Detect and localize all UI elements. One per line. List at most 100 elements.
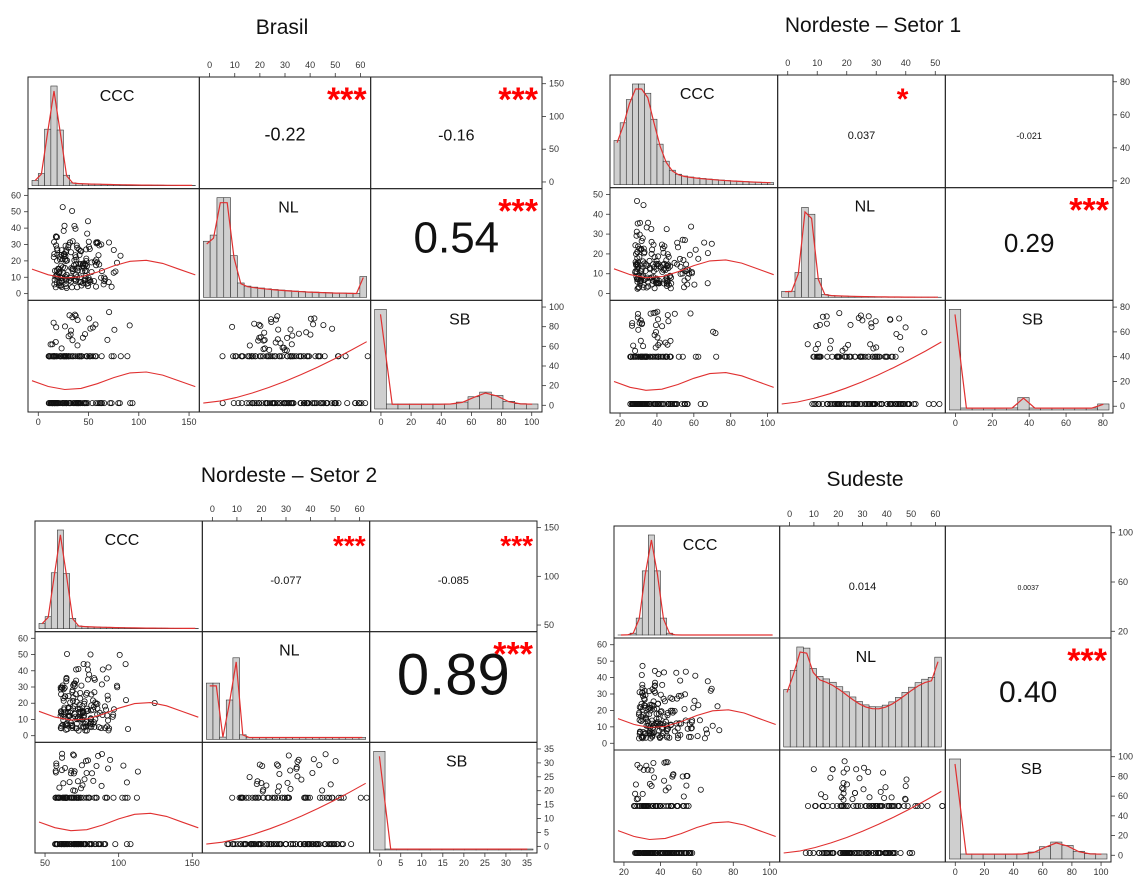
x-axis-ccc-tick-label: 20 [615, 418, 625, 428]
scatter-point [58, 684, 65, 691]
scatter-point [871, 400, 878, 407]
scatter-point [845, 341, 852, 348]
scatter-point [650, 850, 657, 857]
scatter-point [59, 721, 66, 728]
scatter-point [939, 803, 946, 810]
scatter-point [74, 244, 81, 251]
scatter-point [812, 803, 819, 810]
scatter-point [678, 850, 685, 857]
significance-stars: *** [1067, 642, 1107, 680]
x-axis-sb-tick-label: 0 [953, 418, 958, 428]
x-axis-nl-tick-label: 40 [305, 60, 315, 70]
scatter-point [896, 315, 903, 322]
scatter-point [72, 225, 79, 232]
scatter-point [52, 769, 59, 776]
scatter-point [55, 282, 62, 289]
scatter-point [850, 400, 857, 407]
scatter-point [865, 353, 872, 360]
histogram-bar [358, 737, 366, 740]
scatter-point [115, 400, 122, 407]
scatter-point [287, 353, 294, 360]
histogram-bar [927, 677, 936, 748]
scatter-point [64, 651, 71, 658]
y-axis-nl-tick-label: 60 [11, 190, 21, 200]
histogram-bar [38, 623, 46, 629]
x-axis-ccc-tick-label: 150 [185, 858, 200, 868]
scatter-point [81, 400, 88, 407]
scatter-point [704, 280, 711, 287]
scatter-point [90, 697, 97, 704]
scatter-point [296, 353, 303, 360]
scatter-point [865, 769, 872, 776]
scatter-point [840, 850, 847, 857]
loess-curve [203, 341, 367, 404]
scatter-point [902, 796, 909, 803]
variable-label-sb: SB [449, 311, 470, 328]
y-axis-ccc-count-tick-label: 60 [1118, 577, 1128, 587]
histogram-bar [816, 676, 824, 748]
scatter-point [670, 850, 677, 857]
scatter-point [634, 260, 641, 267]
scatter-point [122, 661, 129, 668]
scatter-point [270, 400, 277, 407]
x-axis-sb-tick-label: 80 [1067, 867, 1077, 877]
scatter-point [358, 400, 365, 407]
scatter-point [263, 400, 270, 407]
scatter-point [67, 400, 74, 407]
scatter-point [887, 316, 894, 323]
scatter-point [862, 400, 869, 407]
scatter-point [640, 281, 647, 288]
x-axis-nl-tick-label: 60 [355, 504, 365, 514]
scatter-point [93, 262, 100, 269]
scatter-point [644, 262, 651, 269]
scatter-point [663, 850, 670, 857]
scatter-point [86, 671, 93, 678]
y-axis-nl-tick-label: 30 [597, 689, 607, 699]
scatter-point [665, 803, 672, 810]
scatter-point [670, 771, 677, 778]
scatter-point [284, 794, 291, 801]
scatter-point [304, 353, 311, 360]
scatter-point [61, 704, 68, 711]
scatter-point [641, 695, 648, 702]
scatter-point [58, 262, 65, 269]
scatter-point [51, 238, 58, 245]
histogram-bar [203, 240, 211, 298]
scatter-point [643, 353, 650, 360]
scatter-point [295, 330, 302, 337]
scatter-point [231, 841, 238, 848]
scatter-point [274, 400, 281, 407]
y-axis-sb-tick-label: 40 [1118, 811, 1128, 821]
scatter-point [664, 712, 671, 719]
panel-cell-2-2 [944, 749, 1112, 863]
x-axis-sb-tick-label: 60 [1038, 867, 1048, 877]
scatter-point [665, 400, 672, 407]
scatter-point [898, 400, 905, 407]
scatter-point [659, 353, 666, 360]
scatter-point [652, 682, 659, 689]
scatter-point [833, 353, 840, 360]
y-axis-sb-tick-label: 60 [1118, 791, 1128, 801]
y-axis-sb-tick-label: 80 [549, 322, 559, 332]
scatter-point [101, 278, 108, 285]
scatter-point [671, 310, 678, 317]
scatter-point [824, 400, 831, 407]
correlation-value: 0.037 [848, 130, 876, 142]
scatter-point [68, 841, 75, 848]
scatter-point [632, 790, 639, 797]
scatter-point [126, 322, 133, 329]
scatter-point [323, 794, 330, 801]
scatter-point [678, 692, 685, 699]
scatter-point [68, 265, 75, 272]
scatter-point [77, 709, 84, 716]
scatter-point [868, 323, 875, 330]
scatter-point [287, 785, 294, 792]
scatter-point [677, 263, 684, 270]
scatter-point [695, 255, 702, 262]
scatter-point [87, 325, 94, 332]
histogram-bar [50, 85, 58, 186]
scatter-point [856, 775, 863, 782]
scatter-point [639, 685, 646, 692]
scatter-point [63, 284, 70, 291]
scatter-point [79, 260, 86, 267]
